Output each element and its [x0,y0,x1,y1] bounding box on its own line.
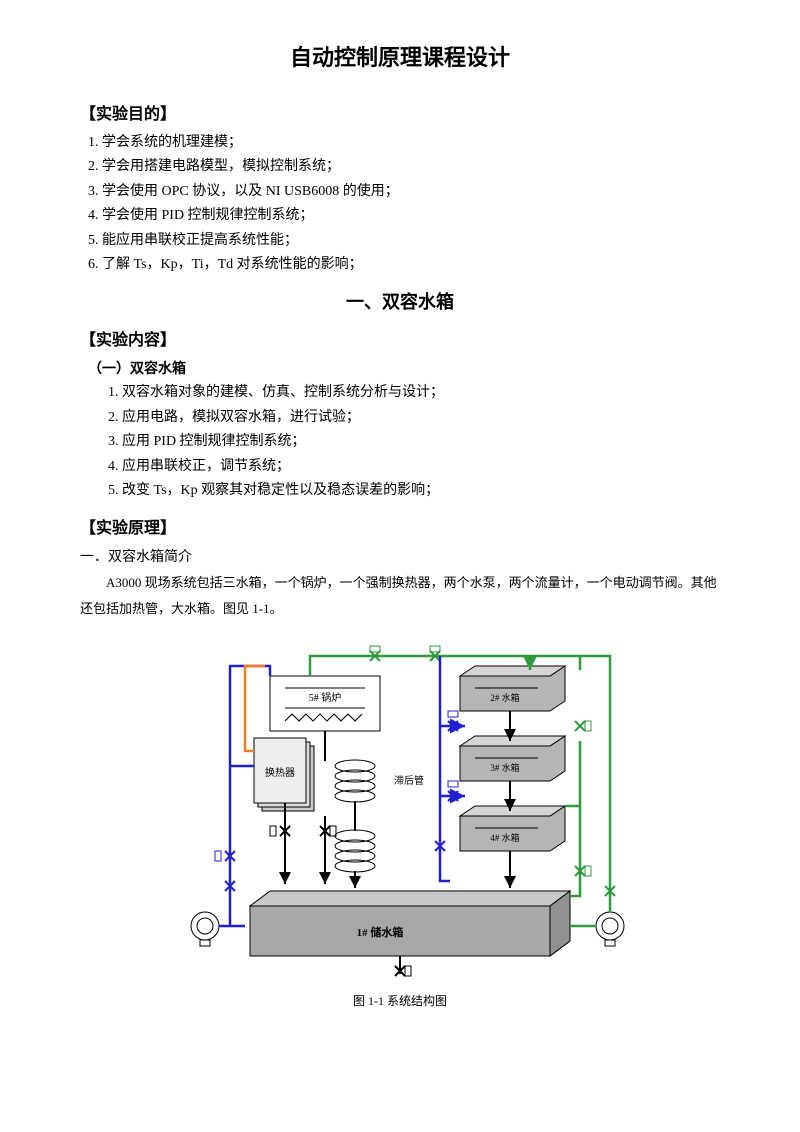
principle-header: 【实验原理】 [80,514,720,538]
tank-4: 4# 水箱 [460,806,565,851]
delay-coil: 滞后管 [335,760,424,802]
content-item: 5. 改变 Ts，Kp 观察其对稳定性以及稳态误差的影响； [108,480,720,502]
purpose-item: 了解 Ts，Kp，Ti，Td 对系统性能的影响； [102,254,720,276]
svg-text:2# 水箱: 2# 水箱 [490,692,519,703]
purpose-header: 【实验目的】 [80,100,720,124]
purpose-list: 学会系统的机理建模； 学会用搭建电路模型，模拟控制系统； 学会使用 OPC 协议… [80,132,720,276]
chapter-header: 一、双容水箱 [80,288,720,314]
exchanger-block: 换热器 [254,738,314,811]
pump-right [596,912,624,946]
page-title: 自动控制原理课程设计 [80,40,720,72]
tank-3: 3# 水箱 [460,736,565,781]
content-sub-header: （一）双容水箱 [88,358,720,378]
system-diagram: 1# 储水箱 5# 锅炉 换热器 滞后管 2# 水箱 [80,626,720,1009]
coil-2 [335,830,375,872]
diagram-svg: 1# 储水箱 5# 锅炉 换热器 滞后管 2# 水箱 [170,626,630,986]
content-item: 1. 双容水箱对象的建模、仿真、控制系统分析与设计； [108,382,720,404]
boiler-block: 5# 锅炉 [270,676,380,731]
content-item: 2. 应用电路，模拟双容水箱，进行试验； [108,407,720,429]
tank-2: 2# 水箱 [460,666,565,711]
purpose-item: 学会使用 PID 控制规律控制系统； [102,205,720,227]
diagram-caption: 图 1-1 系统结构图 [353,992,447,1009]
purpose-item: 能应用串联校正提高系统性能； [102,230,720,252]
svg-text:3# 水箱: 3# 水箱 [490,762,519,773]
content-header: 【实验内容】 [80,326,720,350]
svg-text:4# 水箱: 4# 水箱 [490,832,519,843]
intro-paragraph: A3000 现场系统包括三水箱，一个锅炉，一个强制换热器，两个水泵，两个流量计，… [80,570,720,622]
svg-text:滞后管: 滞后管 [394,774,424,787]
main-tank: 1# 储水箱 [250,891,570,956]
pump-left [191,912,219,946]
svg-text:5# 锅炉: 5# 锅炉 [309,692,342,704]
content-list: 1. 双容水箱对象的建模、仿真、控制系统分析与设计； 2. 应用电路，模拟双容水… [108,382,720,502]
intro-header: 一．双容水箱简介 [80,546,720,566]
content-item: 4. 应用串联校正，调节系统； [108,456,720,478]
content-item: 3. 应用 PID 控制规律控制系统； [108,431,720,453]
purpose-item: 学会使用 OPC 协议，以及 NI USB6008 的使用； [102,181,720,203]
svg-text:换热器: 换热器 [265,766,295,779]
svg-text:1# 储水箱: 1# 储水箱 [357,925,404,939]
purpose-item: 学会系统的机理建模； [102,132,720,154]
purpose-item: 学会用搭建电路模型，模拟控制系统； [102,156,720,178]
